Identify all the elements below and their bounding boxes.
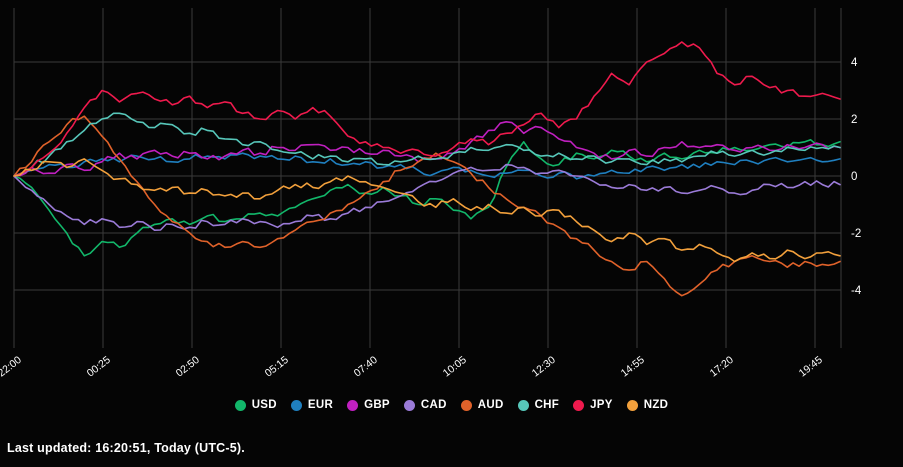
x-tick-label: 05:15 — [263, 354, 291, 380]
legend-item-gbp[interactable]: GBP — [347, 399, 390, 411]
series-line-cad — [13, 163, 841, 231]
legend-label: CAD — [420, 399, 447, 411]
legend-item-aud[interactable]: AUD — [460, 399, 504, 411]
series-line-gbp — [13, 121, 841, 177]
legend-label: EUR — [307, 399, 334, 411]
series-line-aud — [13, 115, 841, 297]
x-tick-label: 17:20 — [708, 354, 736, 380]
legend-dot-jpy — [573, 399, 585, 411]
legend-dot-eur — [290, 399, 302, 411]
y-tick-label: 0 — [851, 171, 857, 183]
series-line-chf — [13, 112, 841, 177]
last-updated-status: Last updated: 16:20:51, Today (UTC-5). — [7, 441, 245, 455]
y-tick-label: -2 — [851, 228, 861, 240]
legend-dot-chf — [517, 399, 529, 411]
y-tick-label: -4 — [851, 285, 862, 297]
legend-item-eur[interactable]: EUR — [290, 399, 334, 411]
legend-dot-nzd — [626, 399, 638, 411]
legend-item-usd[interactable]: USD — [234, 399, 277, 411]
legend-item-nzd[interactable]: NZD — [626, 399, 669, 411]
legend-item-jpy[interactable]: JPY — [573, 399, 613, 411]
legend-item-cad[interactable]: CAD — [403, 399, 447, 411]
x-tick-label: 12:30 — [530, 354, 558, 380]
x-tick-label: 22:00 — [0, 354, 24, 380]
y-tick-label: 2 — [851, 114, 857, 126]
x-tick-label: 07:40 — [352, 354, 380, 380]
line-chart-canvas: 4 2 0 -2 -4 22:00 00:25 02:50 05:15 07:40 10:05 12:… — [0, 8, 862, 380]
legend-dot-cad — [403, 399, 415, 411]
chart-legend: USD EUR GBP CAD AUD CHF JPY NZD — [0, 399, 903, 411]
legend-label: CHF — [534, 399, 560, 411]
x-tick-label: 19:45 — [797, 354, 825, 380]
legend-label: JPY — [590, 399, 613, 411]
series-line-jpy — [13, 41, 841, 177]
legend-dot-usd — [234, 399, 246, 411]
x-tick-label: 02:50 — [174, 354, 202, 380]
x-tick-label: 00:25 — [85, 354, 113, 380]
series-line-nzd — [13, 158, 841, 263]
legend-label: USD — [251, 399, 277, 411]
x-tick-label: 14:55 — [619, 354, 647, 380]
series-line-usd — [13, 139, 841, 257]
legend-dot-gbp — [347, 399, 359, 411]
x-tick-label: 10:05 — [441, 354, 469, 380]
series-line-eur — [13, 152, 841, 180]
legend-label: NZD — [643, 399, 669, 411]
legend-label: AUD — [477, 399, 504, 411]
legend-dot-aud — [460, 399, 472, 411]
y-tick-label: 4 — [851, 57, 858, 69]
legend-item-chf[interactable]: CHF — [517, 399, 560, 411]
legend-label: GBP — [364, 399, 390, 411]
